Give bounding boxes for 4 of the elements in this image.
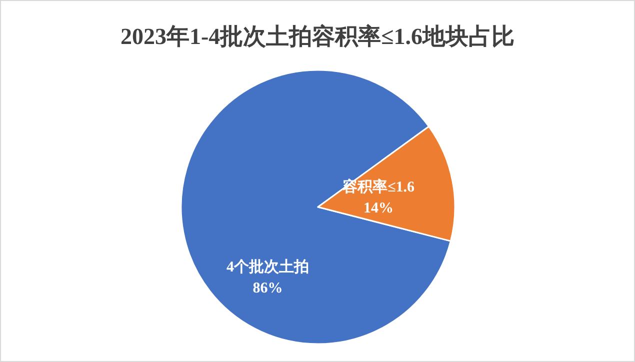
data-label: 86% — [252, 280, 283, 297]
data-label: 14% — [364, 200, 394, 216]
chart-title: 2023年1-4批次土拍容积率≤1.6地块占比 — [120, 23, 515, 49]
slice-label: 4个批次土拍 — [226, 258, 310, 276]
